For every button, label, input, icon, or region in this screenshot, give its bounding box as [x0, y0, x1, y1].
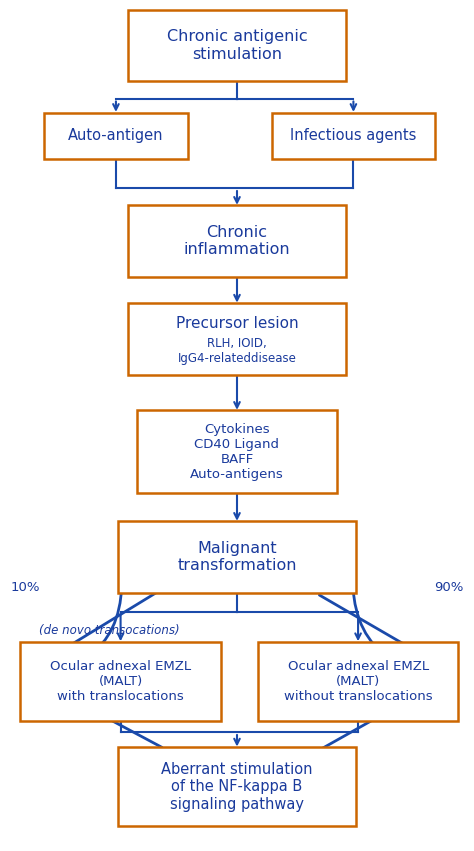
FancyBboxPatch shape — [137, 410, 337, 494]
Text: RLH, IOID,
IgG4-relateddisease: RLH, IOID, IgG4-relateddisease — [178, 337, 296, 365]
FancyBboxPatch shape — [44, 112, 188, 159]
FancyBboxPatch shape — [128, 303, 346, 374]
Text: Infectious agents: Infectious agents — [290, 129, 417, 143]
Text: Auto-antigen: Auto-antigen — [68, 129, 164, 143]
FancyBboxPatch shape — [20, 642, 221, 721]
Text: Aberrant stimulation
of the NF-kappa B
signaling pathway: Aberrant stimulation of the NF-kappa B s… — [161, 762, 313, 812]
Text: Precursor lesion: Precursor lesion — [176, 316, 298, 331]
FancyBboxPatch shape — [258, 642, 458, 721]
Text: Ocular adnexal EMZL
(MALT)
with translocations: Ocular adnexal EMZL (MALT) with transloc… — [50, 660, 191, 703]
Text: 90%: 90% — [434, 580, 464, 594]
Text: Cytokines
CD40 Ligand
BAFF
Auto-antigens: Cytokines CD40 Ligand BAFF Auto-antigens — [190, 423, 284, 481]
FancyBboxPatch shape — [128, 10, 346, 82]
FancyBboxPatch shape — [128, 205, 346, 277]
FancyBboxPatch shape — [272, 112, 435, 159]
FancyArrowPatch shape — [24, 560, 162, 747]
FancyArrowPatch shape — [319, 560, 455, 751]
Text: Chronic antigenic
stimulation: Chronic antigenic stimulation — [167, 29, 307, 62]
Text: (de novo transocations): (de novo transocations) — [39, 624, 180, 637]
FancyBboxPatch shape — [118, 747, 356, 826]
FancyBboxPatch shape — [118, 522, 356, 593]
Text: Malignant
transformation: Malignant transformation — [177, 541, 297, 574]
Text: Ocular adnexal EMZL
(MALT)
without translocations: Ocular adnexal EMZL (MALT) without trans… — [284, 660, 432, 703]
Text: Chronic
inflammation: Chronic inflammation — [184, 225, 290, 257]
Text: 10%: 10% — [10, 580, 40, 594]
